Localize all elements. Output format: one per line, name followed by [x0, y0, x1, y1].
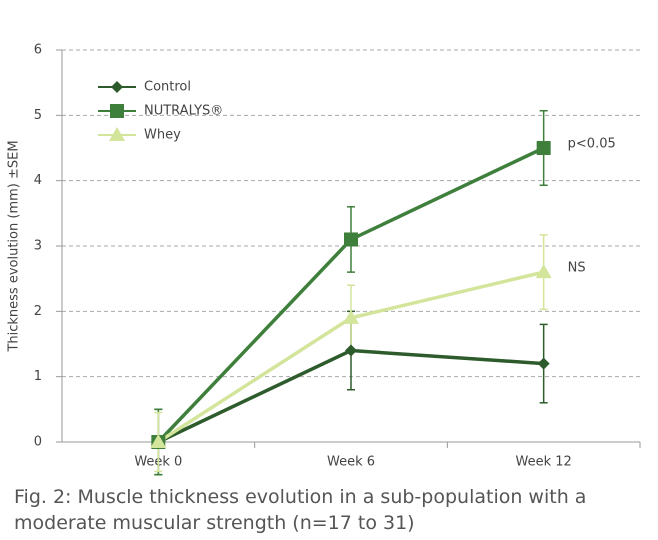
- data-point: [536, 141, 551, 155]
- y-tick-label: 0: [34, 435, 42, 450]
- y-tick-label: 2: [34, 304, 42, 319]
- legend-marker: [111, 81, 123, 93]
- data-point: [344, 232, 358, 247]
- y-tick-label: 6: [34, 43, 42, 58]
- data-point: [537, 357, 550, 370]
- y-tick-label: 1: [34, 369, 42, 384]
- legend-label: Control: [144, 80, 191, 95]
- y-axis-label: Thickness evolution (mm) ±SEM: [7, 140, 22, 352]
- annotation: p<0.05: [568, 137, 616, 152]
- data-point: [150, 434, 167, 448]
- x-tick-label: Week 6: [327, 455, 375, 470]
- legend-marker: [110, 104, 124, 118]
- y-tick-label: 3: [34, 239, 42, 254]
- legend-label: NUTRALYS®: [144, 104, 223, 119]
- data-point: [535, 264, 552, 279]
- data-point: [345, 344, 357, 357]
- data-point: [343, 309, 359, 324]
- chart: Thickness evolution (mm) ±SEM 0 1 2 3 4 5 6 Wee…: [7, 43, 641, 476]
- legend-marker: [109, 127, 125, 141]
- y-tick-label: 4: [34, 173, 42, 188]
- x-tick-label: Week 12: [516, 455, 572, 470]
- y-tick-label: 5: [34, 108, 42, 123]
- annotation: NS: [568, 261, 586, 276]
- legend-label: Whey: [144, 128, 181, 143]
- chart-title: Fig. 2: Muscle thickness evolution in a …: [14, 486, 587, 534]
